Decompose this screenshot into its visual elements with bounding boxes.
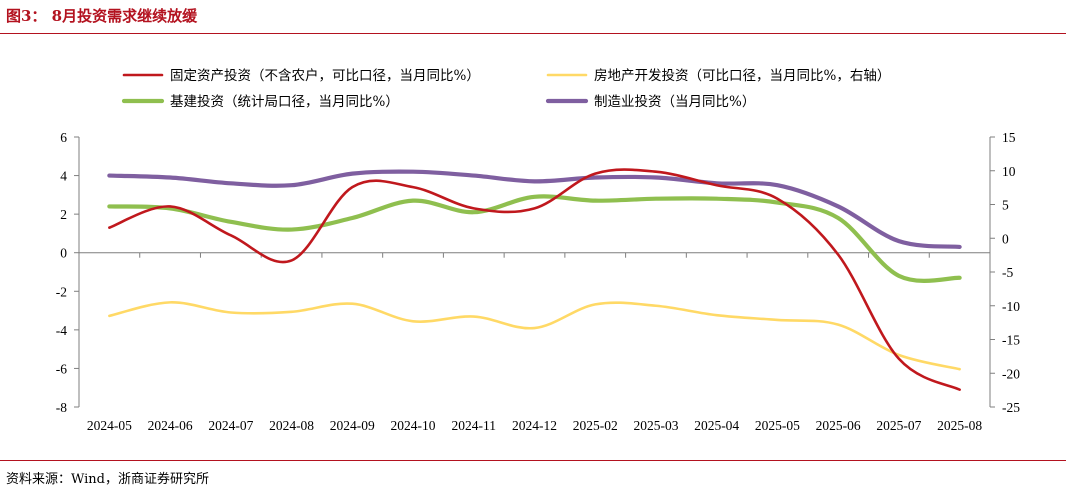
- left-tick-label: 4: [60, 169, 67, 184]
- x-tick-label: 2025-05: [755, 418, 800, 433]
- x-tick-label: 2024-12: [512, 418, 557, 433]
- right-tick-label: -20: [1002, 366, 1020, 381]
- right-tick-label: 0: [1002, 231, 1009, 246]
- x-tick-label: 2024-05: [87, 418, 132, 433]
- x-tick-label: 2025-03: [633, 418, 678, 433]
- source-note: 资料来源：Wind，浙商证券研究所: [6, 472, 209, 487]
- left-tick-label: 2: [60, 207, 67, 222]
- left-tick-label: -8: [56, 400, 67, 415]
- source-divider: [0, 460, 1066, 461]
- left-tick-label: -2: [56, 284, 67, 299]
- infrastructure-investment-line: [107, 194, 962, 283]
- left-tick-label: 6: [60, 130, 67, 145]
- legend-infrastructure-label: 基建投资（统计局口径，当月同比%）: [170, 93, 399, 110]
- x-tick-label: 2025-07: [876, 418, 921, 433]
- right-tick-label: 5: [1002, 198, 1009, 213]
- legend-fixed-asset-label: 固定资产投资（不含农户，可比口径，当月同比%）: [170, 67, 480, 84]
- title-divider: [0, 33, 1066, 34]
- left-tick-label: -6: [56, 361, 67, 376]
- manufacturing-investment-line: [107, 169, 962, 250]
- legend-real-estate-label: 房地产开发投资（可比口径，当月同比%，右轴）: [594, 68, 890, 84]
- x-tick-label: 2024-09: [330, 418, 375, 433]
- right-tick-label: 15: [1002, 130, 1016, 145]
- legend-manufacturing-label: 制造业投资（当月同比%）: [594, 94, 755, 110]
- left-tick-label: -4: [56, 323, 67, 338]
- x-tick-label: 2024-06: [148, 418, 193, 433]
- chart-series-lines: [107, 168, 962, 391]
- x-tick-label: 2024-07: [208, 418, 253, 433]
- left-tick-label: 0: [60, 246, 67, 261]
- x-tick-label: 2024-10: [391, 418, 436, 433]
- real-estate-investment-line: [108, 301, 961, 371]
- right-tick-label: -10: [1002, 299, 1020, 314]
- figure-title: 图3： 8月投资需求继续放缓: [6, 7, 198, 25]
- right-tick-label: -25: [1002, 400, 1020, 415]
- x-tick-label: 2024-11: [452, 418, 497, 433]
- chart-legend: 固定资产投资（不含农户，可比口径，当月同比%） 房地产开发投资（可比口径，当月同比…: [121, 67, 890, 110]
- right-tick-label: -5: [1002, 265, 1013, 280]
- x-tick-label: 2025-04: [694, 418, 739, 433]
- fixed-asset-investment-line: [108, 168, 961, 391]
- x-tick-label: 2024-08: [269, 418, 314, 433]
- x-tick-label: 2025-06: [816, 418, 861, 433]
- right-tick-label: 10: [1002, 164, 1016, 179]
- x-tick-label: 2025-08: [937, 418, 982, 433]
- right-tick-label: -15: [1002, 333, 1020, 348]
- x-tick-label: 2025-02: [573, 418, 618, 433]
